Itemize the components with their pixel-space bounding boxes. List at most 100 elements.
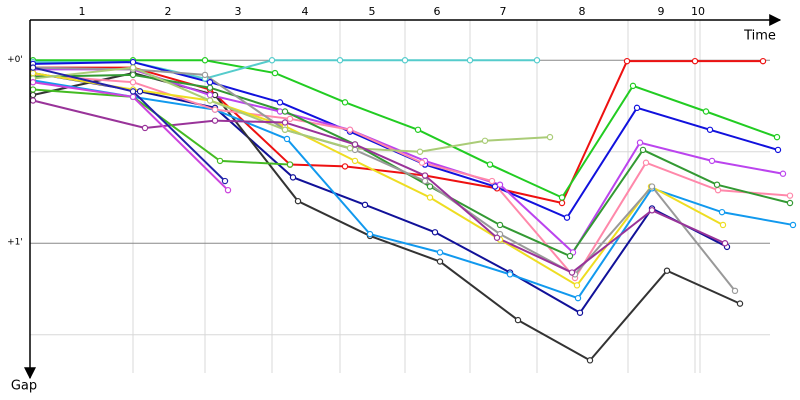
data-point — [514, 316, 522, 324]
data-point — [294, 197, 302, 205]
data-point — [281, 126, 289, 133]
data-point — [129, 58, 137, 66]
data-point — [786, 199, 794, 207]
data-point — [211, 106, 219, 113]
x-tick-label: 1 — [79, 5, 86, 18]
data-point — [623, 57, 631, 65]
data-point — [436, 258, 444, 265]
data-point — [129, 88, 137, 95]
data-point — [488, 177, 496, 185]
data-point — [563, 214, 571, 221]
data-point — [29, 91, 37, 99]
data-point — [271, 69, 279, 77]
data-point — [721, 240, 729, 247]
data-point — [713, 181, 721, 188]
x-axis-label: Time — [743, 29, 776, 44]
data-point — [486, 161, 494, 168]
data-point — [221, 177, 229, 185]
data-point — [224, 186, 232, 194]
data-point — [636, 139, 644, 146]
data-point — [361, 201, 369, 209]
x-tick-label: 4 — [302, 5, 309, 18]
data-point — [276, 99, 284, 106]
data-point — [129, 71, 137, 79]
data-point — [533, 57, 541, 64]
data-point — [206, 91, 214, 99]
data-point — [714, 186, 722, 194]
data-point — [506, 271, 514, 278]
series-line — [32, 99, 726, 274]
data-point — [201, 57, 209, 64]
series-line — [32, 88, 291, 166]
data-point — [206, 97, 214, 104]
data-point — [421, 177, 429, 185]
data-point — [426, 194, 434, 201]
data-point — [706, 126, 714, 133]
data-point — [773, 133, 781, 141]
series-line — [33, 68, 784, 254]
data-point — [431, 229, 439, 236]
x-tick-label: 2 — [165, 5, 172, 18]
data-point — [341, 163, 349, 170]
series-line — [32, 66, 551, 153]
data-point — [281, 108, 289, 115]
data-point — [663, 267, 671, 274]
data-point — [286, 161, 294, 168]
data-point — [633, 104, 641, 112]
data-point — [346, 126, 354, 133]
data-point — [691, 57, 699, 65]
x-tick-label: 6 — [434, 5, 441, 18]
data-point — [648, 183, 656, 190]
data-point — [558, 199, 566, 207]
x-tick-label: 5 — [369, 5, 376, 18]
data-point — [136, 88, 144, 95]
data-point — [29, 86, 37, 93]
data-point — [211, 117, 219, 124]
data-point — [779, 170, 787, 177]
y-tick-label: +1' — [7, 238, 23, 248]
data-point — [736, 300, 744, 307]
data-point — [719, 221, 727, 229]
data-point — [141, 124, 149, 132]
data-point — [201, 71, 209, 79]
x-tick-label: 10 — [691, 5, 705, 18]
data-point — [129, 93, 137, 101]
series-line — [32, 72, 724, 287]
data-point — [29, 97, 37, 104]
x-tick-label: 9 — [658, 5, 665, 18]
data-point — [129, 79, 137, 86]
data-point — [351, 141, 359, 148]
data-point — [566, 252, 574, 260]
data-point — [268, 57, 276, 64]
data-point — [774, 146, 782, 154]
data-point — [708, 157, 716, 165]
data-point — [366, 230, 374, 238]
data-point — [401, 57, 409, 64]
data-point — [731, 287, 739, 295]
data-point — [718, 208, 726, 216]
data-point — [568, 269, 576, 276]
data-point — [216, 157, 224, 165]
data-point — [493, 234, 501, 241]
x-tick-label: 7 — [500, 5, 507, 18]
data-point — [786, 192, 794, 199]
data-point — [629, 82, 637, 90]
data-point — [436, 249, 444, 256]
data-point — [648, 207, 656, 214]
data-point — [29, 64, 37, 71]
data-point — [496, 221, 504, 229]
data-point — [496, 181, 504, 188]
data-point — [574, 294, 582, 302]
data-point — [29, 79, 37, 86]
data-point — [206, 79, 214, 86]
data-point — [418, 159, 426, 166]
data-point — [789, 221, 797, 229]
data-point — [466, 57, 474, 64]
data-point — [639, 146, 647, 154]
data-point — [481, 137, 489, 144]
data-point — [642, 159, 650, 166]
data-point — [129, 64, 137, 71]
data-point — [281, 119, 289, 126]
